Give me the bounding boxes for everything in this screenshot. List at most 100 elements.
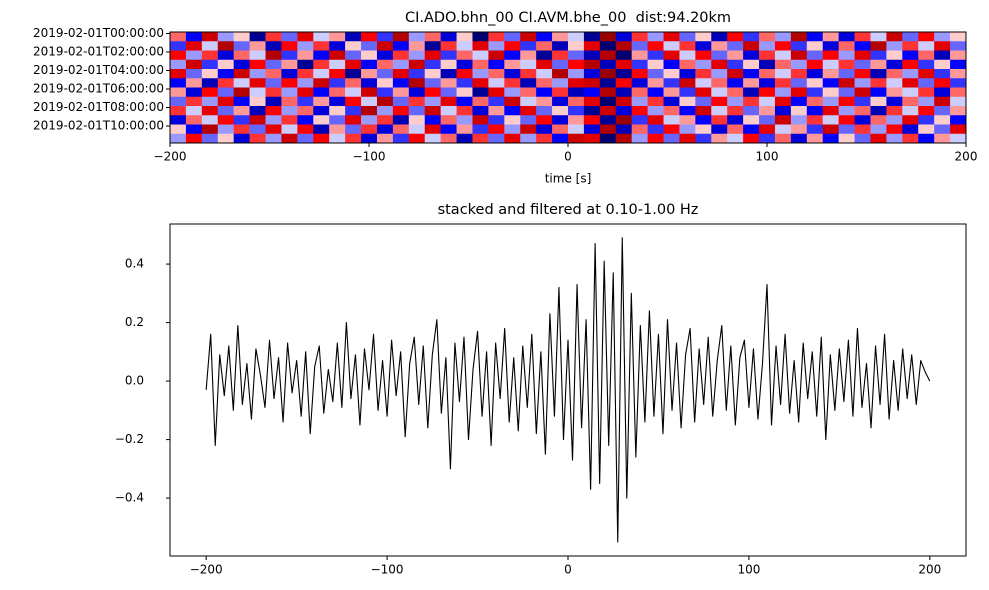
heat-cell (631, 78, 648, 88)
heat-cell (902, 124, 919, 135)
heat-cell (456, 32, 473, 42)
heat-cell (552, 69, 569, 79)
heat-cell (711, 96, 728, 107)
heat-cell (743, 50, 760, 61)
heat-cell (695, 87, 712, 98)
heat-cell (504, 96, 521, 107)
heat-cell (599, 87, 617, 98)
heat-cell (456, 96, 473, 107)
heat-cell (376, 69, 394, 79)
heat-cell (631, 59, 648, 70)
heat-cell (552, 115, 569, 125)
heat-cell (583, 96, 601, 107)
heat-cell (201, 124, 219, 135)
heat-cell (790, 50, 808, 61)
heat-cell (615, 133, 633, 144)
heat-cell (345, 133, 362, 144)
heat-cell (552, 87, 569, 98)
heat-cell (743, 59, 760, 70)
heat-cell (201, 69, 219, 79)
heat-cell (281, 106, 298, 116)
heat-cell (599, 133, 617, 144)
heat-cell (520, 78, 537, 88)
heat-cell (329, 96, 346, 107)
heat-cell (361, 78, 378, 88)
heat-cell (376, 115, 394, 125)
y-tick-label: 0.2 (125, 315, 144, 329)
heat-cell (854, 115, 871, 125)
heat-cell (631, 133, 648, 144)
heat-cell (265, 69, 282, 79)
heat-cell (313, 32, 330, 42)
heat-cell (520, 59, 537, 70)
heat-cell (902, 96, 919, 107)
heat-cell (711, 41, 728, 51)
heat-cell (297, 78, 314, 88)
heat-cell (520, 41, 537, 51)
heat-cell (743, 78, 760, 88)
heat-cell (695, 32, 712, 42)
heat-cell (759, 115, 776, 125)
heat-cell (504, 115, 521, 125)
heat-cell (568, 96, 585, 107)
heat-cell (615, 87, 633, 98)
heat-cell (520, 96, 537, 107)
x-tick-label: 100 (737, 563, 760, 577)
x-tick-label: 0 (564, 150, 572, 164)
chart-title: stacked and filtered at 0.10-1.00 Hz (438, 202, 699, 218)
heat-cell (552, 50, 569, 61)
heat-cell (934, 96, 951, 107)
heat-cell (297, 106, 314, 116)
heat-cell (329, 78, 346, 88)
x-axis-label: time [s] (545, 172, 592, 186)
heat-cell (361, 133, 378, 144)
heat-cell (249, 59, 266, 70)
heat-cell (249, 50, 266, 61)
y-tick-label: 2019-02-01T08:00:00 (33, 100, 164, 114)
heat-cell (233, 87, 250, 98)
heat-cell (615, 78, 633, 88)
heat-cell (568, 124, 585, 135)
heat-cell (440, 69, 457, 79)
heat-cell (568, 59, 585, 70)
heat-cell (536, 32, 553, 42)
heat-cell (727, 50, 744, 61)
heat-cell (281, 124, 298, 135)
heat-cell (902, 69, 919, 79)
heat-cell (663, 50, 680, 61)
heat-cell (170, 106, 187, 116)
heat-cell (774, 96, 792, 107)
heat-cell (456, 115, 473, 125)
heat-cell (870, 78, 887, 88)
heat-cell (185, 78, 203, 88)
heat-cell (313, 69, 330, 79)
heat-cell (265, 96, 282, 107)
heat-cell (822, 133, 840, 144)
heat-cell (822, 50, 840, 61)
heat-cell (440, 106, 457, 116)
heat-cell (376, 87, 394, 98)
heat-cell (536, 69, 553, 79)
heat-cell (774, 124, 792, 135)
heat-cell (488, 32, 505, 42)
heat-cell (759, 69, 776, 79)
heat-cell (424, 133, 442, 144)
heat-cell (790, 96, 808, 107)
heat-cell (631, 41, 648, 51)
heat-cell (520, 115, 537, 125)
heat-cell (822, 78, 840, 88)
heat-cell (185, 50, 203, 61)
heat-cell (201, 115, 219, 125)
heat-cell (902, 106, 919, 116)
heat-cell (313, 106, 330, 116)
heat-cell (472, 69, 489, 79)
heat-cell (822, 69, 840, 79)
heat-cell (727, 78, 744, 88)
heat-cell (647, 87, 664, 98)
heat-cell (361, 115, 378, 125)
heat-cell (392, 124, 410, 135)
heat-cell (679, 133, 696, 144)
heat-cell (408, 50, 426, 61)
heat-cell (647, 50, 664, 61)
heat-cell (822, 59, 840, 70)
